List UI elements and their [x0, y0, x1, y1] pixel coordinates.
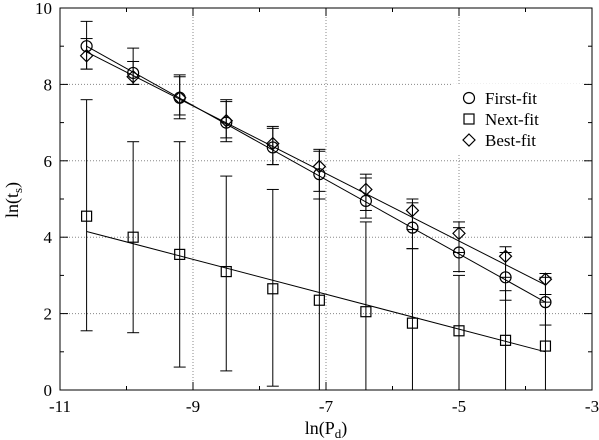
y-tick-label: 2 — [44, 305, 53, 324]
point-first-fit — [313, 168, 326, 181]
point-next-fit — [80, 210, 93, 222]
markers — [79, 40, 553, 352]
point-next-fit — [406, 317, 419, 329]
point-best-fit — [405, 203, 420, 218]
point-best-fit — [126, 69, 140, 84]
point-next-fit — [127, 231, 139, 243]
legend-marker-best-fit — [462, 133, 476, 147]
y-axis-label: ln(ts) — [2, 182, 25, 218]
tick-labels: -11 -9 -7 -5 -3 0 2 4 6 8 10 — [35, 0, 599, 416]
legend-label-best-fit: Best-fit — [485, 131, 536, 150]
point-first-fit — [220, 116, 233, 129]
x-tick-label: -9 — [186, 397, 200, 416]
x-tick-label: -11 — [49, 397, 71, 416]
legend: First-fit Next-fit Best-fit — [452, 84, 584, 154]
point-best-fit — [359, 182, 373, 197]
x-axis-label: ln(Pd) — [305, 418, 348, 440]
point-best-fit — [312, 159, 327, 174]
point-best-fit — [265, 136, 280, 151]
grid — [60, 8, 592, 390]
x-tick-label: -5 — [452, 397, 466, 416]
fit-line-next-fit — [86, 230, 546, 353]
y-tick-label: 6 — [44, 152, 53, 171]
point-first-fit — [499, 271, 512, 284]
legend-marker-first-fit — [462, 91, 476, 105]
point-next-fit — [453, 325, 465, 337]
x-tick-label: -3 — [585, 397, 599, 416]
point-next-fit — [313, 294, 325, 306]
point-first-fit — [80, 40, 93, 53]
x-tick-label: -7 — [319, 397, 334, 416]
fit-line-first-fit — [86, 45, 546, 303]
point-best-fit — [219, 113, 234, 128]
error-bars — [80, 20, 552, 391]
y-tick-label: 10 — [35, 0, 52, 18]
ticks — [59, 7, 593, 391]
legend-label-first-fit: First-fit — [485, 89, 537, 108]
point-first-fit — [539, 296, 552, 309]
point-next-fit — [267, 283, 279, 295]
y-tick-label: 4 — [44, 228, 53, 247]
point-next-fit — [499, 334, 512, 346]
point-first-fit — [266, 141, 279, 154]
point-best-fit — [498, 249, 513, 264]
point-best-fit — [538, 272, 553, 287]
legend-marker-next-fit — [463, 113, 475, 125]
point-next-fit — [220, 265, 232, 278]
point-first-fit — [127, 66, 140, 80]
point-next-fit — [360, 306, 372, 318]
point-next-fit — [174, 248, 186, 260]
point-best-fit — [452, 226, 466, 241]
point-next-fit — [539, 340, 552, 352]
point-best-fit — [172, 90, 187, 105]
point-best-fit — [79, 48, 94, 63]
point-first-fit — [452, 246, 466, 259]
point-first-fit — [406, 221, 419, 234]
legend-label-next-fit: Next-fit — [485, 110, 539, 129]
y-tick-label: 8 — [44, 75, 53, 94]
y-tick-label: 0 — [44, 381, 53, 400]
